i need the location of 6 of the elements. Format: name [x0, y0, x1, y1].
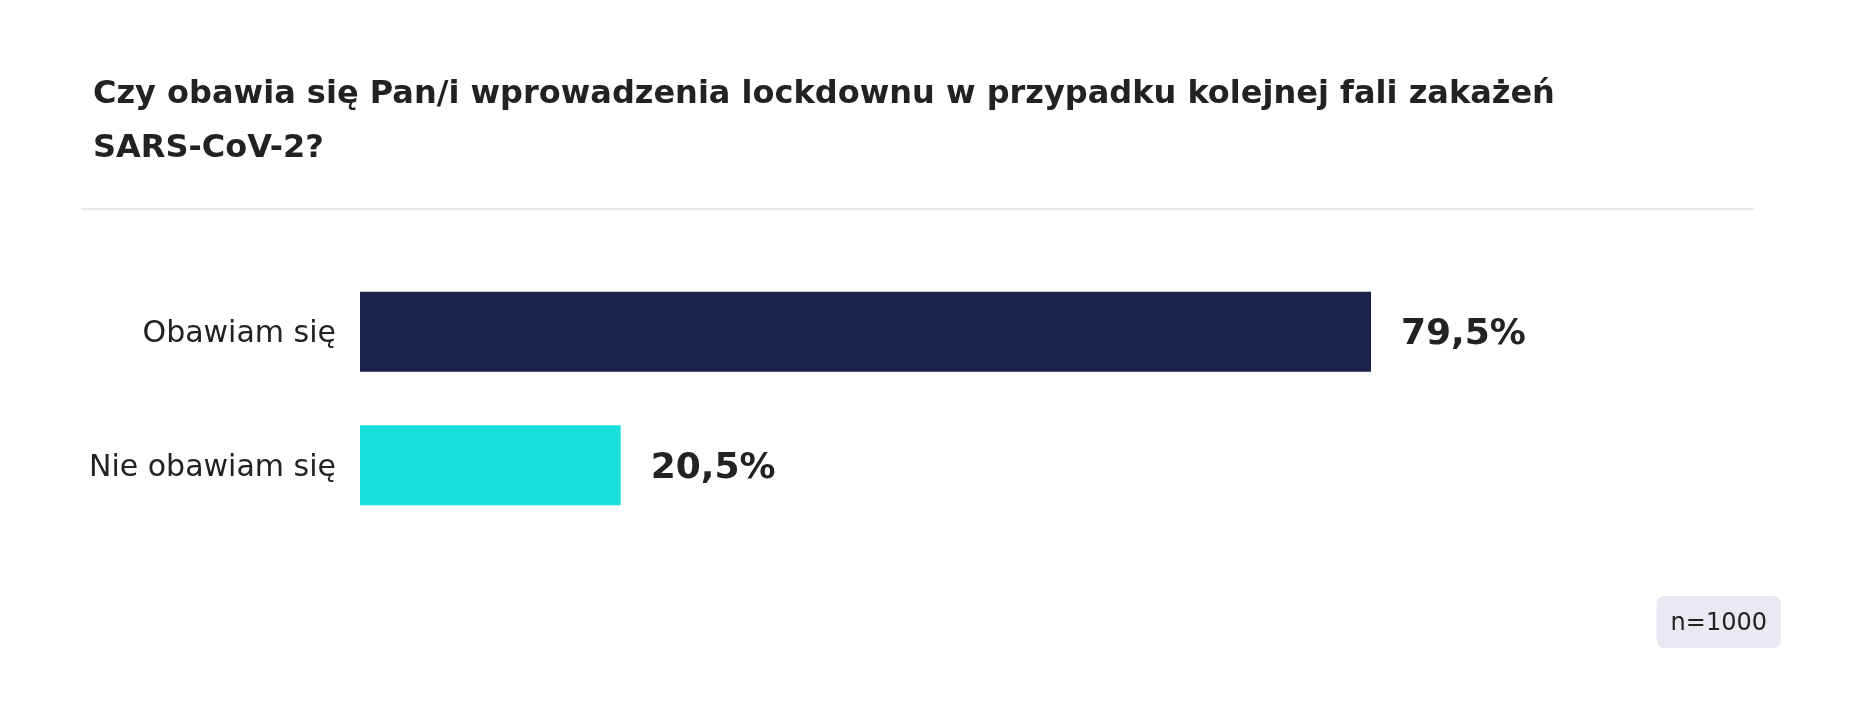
y-tick-label: Obawiam się	[142, 314, 336, 350]
chart-title: Czy obawia się Pan/i wprowadzenia lockdownu w przypadku kolejnej fali zakażeń SARS-CoV-2?	[93, 73, 1567, 165]
data-label: 20,5%	[650, 444, 776, 486]
y-tick-label: Nie obawiam się	[89, 447, 336, 483]
data-label: 79,5%	[1401, 311, 1526, 353]
text: n=1000	[1670, 608, 1768, 636]
